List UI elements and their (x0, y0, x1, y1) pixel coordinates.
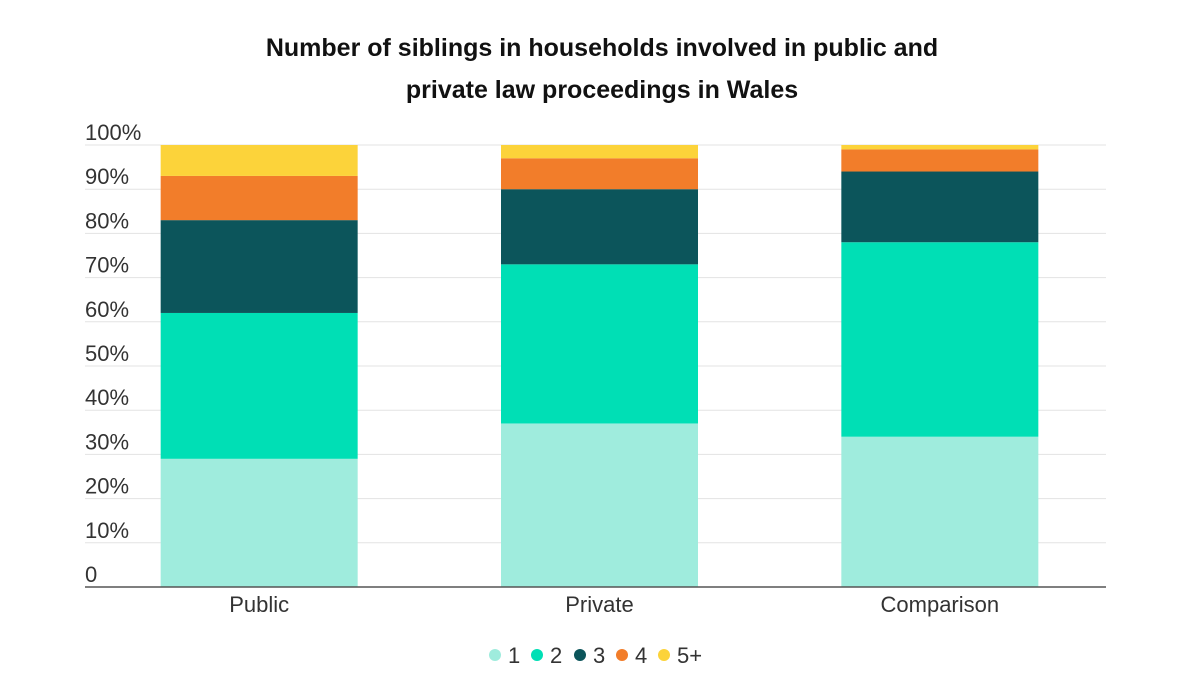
bar-comparison-3 (841, 171, 1039, 243)
bar-public-2 (160, 312, 358, 459)
x-category-label: Private (565, 592, 633, 617)
legend: 1 2 3 4 5+ (489, 643, 702, 668)
y-tick-label: 30% (85, 429, 129, 454)
bar-comparison-1 (841, 436, 1039, 587)
bar-public-3 (160, 220, 358, 313)
bar-comparison-2 (841, 242, 1039, 437)
y-tick-label: 100% (85, 120, 141, 145)
chart-title-line-1: Number of siblings in households involve… (265, 34, 939, 62)
x-category-label: Comparison (881, 592, 1000, 617)
bar-public-1 (160, 458, 358, 587)
legend-marker (531, 649, 543, 661)
y-tick-label: 70% (85, 253, 129, 278)
bar-public-4 (160, 175, 358, 221)
legend-label: 2 (550, 643, 562, 668)
legend-label: 3 (593, 643, 605, 668)
bar-comparison-4 (841, 149, 1039, 172)
legend-label: 5+ (677, 643, 702, 668)
bar-public-5plus (160, 145, 358, 176)
legend-marker (616, 649, 628, 661)
bar-private-3 (501, 189, 698, 265)
y-axis-ticks: 0 10% 20% 30% 40% 50% 60% 70% 80% 90% 100% (85, 120, 141, 587)
y-tick-label: 0 (85, 562, 97, 587)
y-tick-label: 10% (85, 518, 129, 543)
y-tick-label: 90% (85, 164, 129, 189)
y-tick-label: 50% (85, 341, 129, 366)
legend-marker (489, 649, 501, 661)
chart-title-line-2: private law proceedings in Wales (405, 76, 799, 104)
bar-comparison-5plus (841, 145, 1039, 150)
bar-private-5plus (501, 145, 698, 159)
bar-private-4 (501, 158, 698, 190)
legend-label: 1 (508, 643, 520, 668)
x-category-label: Public (229, 592, 289, 617)
legend-marker (574, 649, 586, 661)
y-tick-label: 60% (85, 297, 129, 322)
bar-private-2 (501, 264, 698, 424)
y-tick-label: 40% (85, 385, 129, 410)
bars: Public Private Comparison (160, 145, 1039, 617)
legend-label: 4 (635, 643, 647, 668)
legend-marker (658, 649, 670, 661)
bar-private-1 (501, 423, 698, 587)
y-tick-label: 20% (85, 474, 129, 499)
y-tick-label: 80% (85, 208, 129, 233)
